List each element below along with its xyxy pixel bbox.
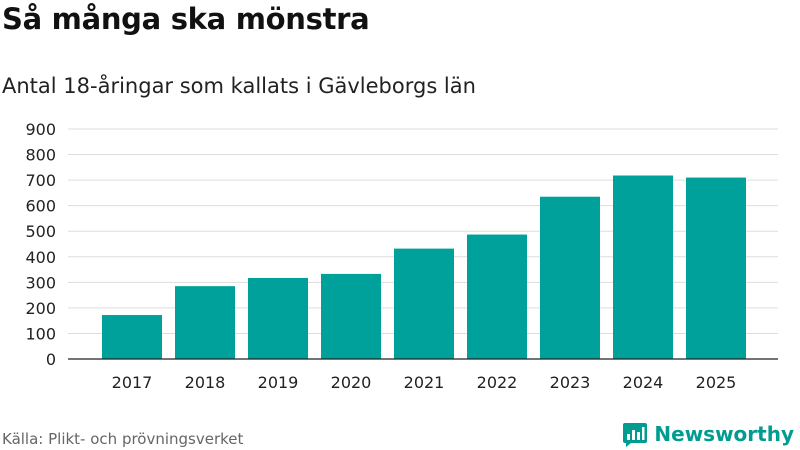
x-tick-label: 2017 <box>112 373 153 392</box>
x-tick-label: 2018 <box>185 373 226 392</box>
brand-name: Newsworthy <box>654 422 794 446</box>
x-tick-label: 2020 <box>331 373 372 392</box>
bar <box>686 177 746 359</box>
bar <box>321 273 381 359</box>
y-tick-label: 300 <box>25 273 56 292</box>
x-tick-label: 2022 <box>477 373 518 392</box>
y-tick-label: 0 <box>46 350 56 369</box>
y-tick-label: 700 <box>25 171 56 190</box>
bar <box>467 234 527 359</box>
x-tick-label: 2019 <box>258 373 299 392</box>
x-tick-label: 2025 <box>696 373 737 392</box>
y-tick-label: 100 <box>25 324 56 343</box>
y-tick-label: 800 <box>25 146 56 165</box>
chart-title: Så många ska mönstra <box>2 2 370 36</box>
x-tick-label: 2023 <box>550 373 591 392</box>
y-tick-label: 200 <box>25 299 56 318</box>
y-tick-label: 400 <box>25 248 56 267</box>
bar <box>540 196 600 359</box>
bar <box>102 315 162 359</box>
bar <box>248 277 308 359</box>
x-tick-label: 2021 <box>404 373 445 392</box>
bar <box>175 286 235 359</box>
y-tick-label: 900 <box>25 120 56 139</box>
bar <box>613 175 673 359</box>
newsworthy-logo-icon <box>623 423 648 447</box>
brand-logo[interactable]: Newsworthy <box>622 419 794 449</box>
y-tick-label: 500 <box>25 222 56 241</box>
chart-subtitle: Antal 18-åringar som kallats i Gävleborg… <box>2 74 476 98</box>
y-tick-label: 600 <box>25 197 56 216</box>
x-tick-label: 2024 <box>623 373 664 392</box>
bar <box>394 248 454 359</box>
bar-chart: 0 100 200 300 400 500 600 700 800 900 2017 2018 2019… <box>25 120 778 392</box>
source-note: Källa: Plikt- och prövningsverket <box>2 430 244 448</box>
